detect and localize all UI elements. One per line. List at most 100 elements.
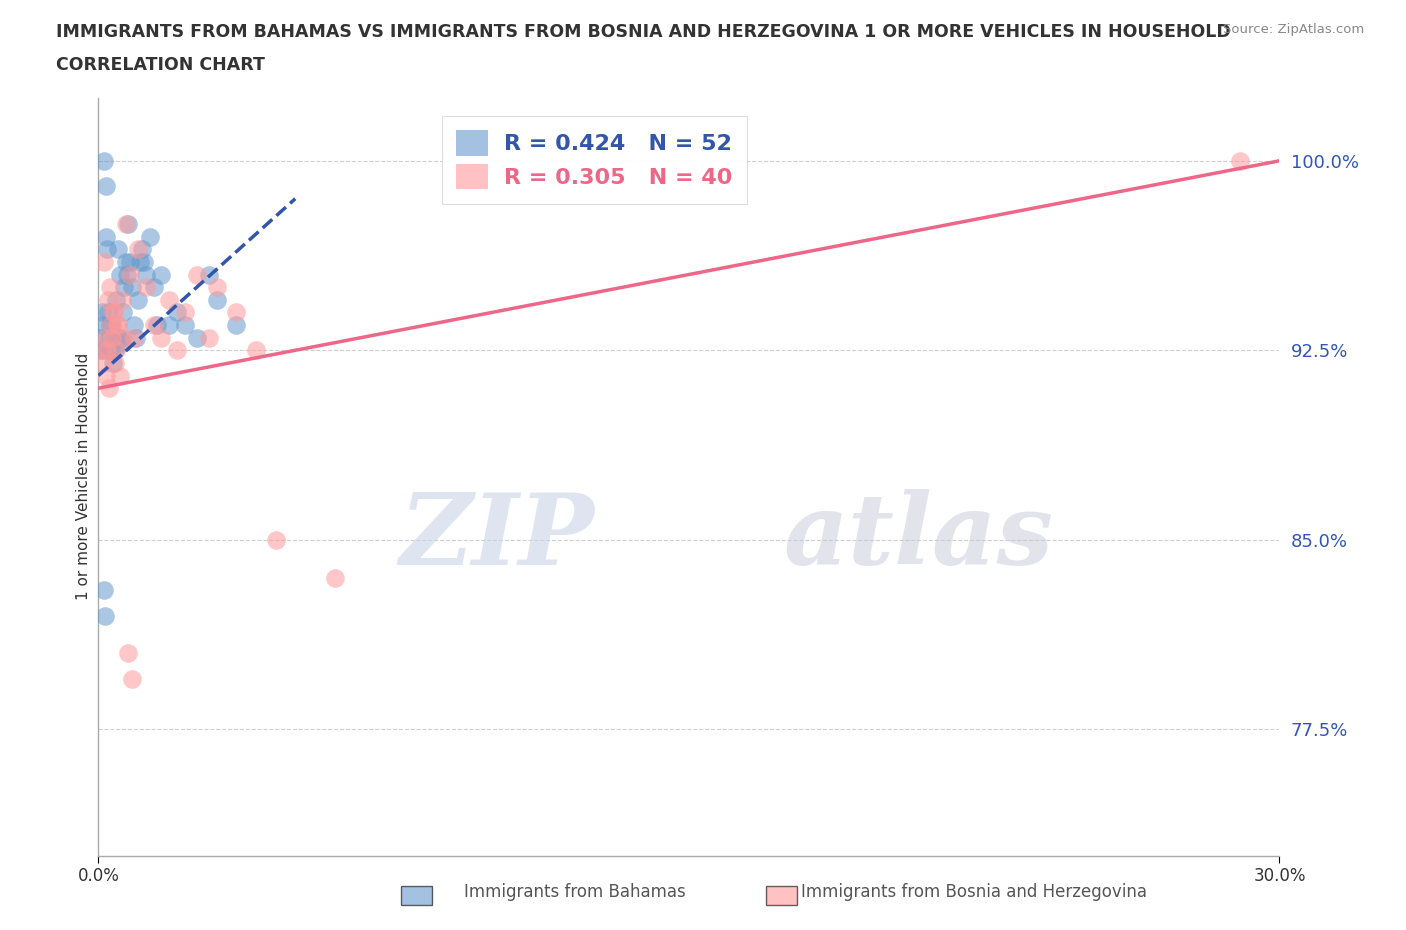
Point <box>96 229 118 244</box>
Point <box>150 330 173 345</box>
Point <box>94 368 117 383</box>
Point <box>89 330 111 345</box>
Point <box>110 330 132 345</box>
Point <box>225 317 247 332</box>
Point <box>98 280 121 295</box>
Point <box>1229 153 1251 168</box>
Point <box>90 317 112 332</box>
Text: CORRELATION CHART: CORRELATION CHART <box>56 56 266 73</box>
Point <box>138 229 160 244</box>
Point <box>98 317 121 332</box>
Point <box>128 255 150 270</box>
Point <box>101 330 124 345</box>
Point <box>121 280 143 295</box>
Point <box>93 153 115 168</box>
Point <box>186 267 208 282</box>
Point <box>97 292 120 307</box>
Point <box>103 355 125 370</box>
Point <box>323 570 346 585</box>
Point <box>108 368 131 383</box>
Point <box>100 343 122 358</box>
Point <box>157 292 180 307</box>
Point <box>112 280 135 295</box>
Point <box>174 317 197 332</box>
Point <box>111 305 134 320</box>
Point <box>91 343 114 358</box>
Point <box>96 242 118 257</box>
Point <box>103 305 125 320</box>
Point <box>104 343 127 358</box>
Point <box>166 305 188 320</box>
Point <box>103 330 125 345</box>
Point <box>146 317 169 332</box>
Point <box>197 330 219 345</box>
Point <box>108 267 131 282</box>
Point <box>127 292 149 307</box>
Point <box>111 292 134 307</box>
Point <box>94 179 117 193</box>
Point <box>115 267 138 282</box>
Point <box>97 305 120 320</box>
Point <box>150 267 173 282</box>
Point <box>125 330 148 345</box>
Point <box>117 217 139 232</box>
Point <box>135 280 157 295</box>
Point <box>117 646 139 661</box>
Point <box>122 317 145 332</box>
Point <box>225 305 247 320</box>
Point <box>91 355 114 370</box>
Point <box>93 583 115 598</box>
Point <box>135 267 157 282</box>
Point <box>197 267 219 282</box>
Point <box>105 330 128 345</box>
Point <box>98 343 121 358</box>
Text: Source: ZipAtlas.com: Source: ZipAtlas.com <box>1223 23 1364 36</box>
Point <box>142 317 165 332</box>
Point <box>157 317 180 332</box>
Point <box>205 292 228 307</box>
Point <box>91 343 114 358</box>
Point <box>205 280 228 295</box>
Point <box>115 217 138 232</box>
Point <box>127 242 149 257</box>
Point <box>107 317 129 332</box>
Point <box>104 355 127 370</box>
Point <box>94 608 117 623</box>
Point <box>112 330 135 345</box>
Point <box>132 255 155 270</box>
Point <box>105 292 128 307</box>
Point <box>91 305 114 320</box>
Text: Immigrants from Bahamas: Immigrants from Bahamas <box>464 884 686 901</box>
Point <box>105 343 128 358</box>
Point <box>101 317 124 332</box>
Point <box>96 343 118 358</box>
Point <box>100 317 122 332</box>
Point <box>93 255 115 270</box>
Point <box>98 380 121 395</box>
Text: IMMIGRANTS FROM BAHAMAS VS IMMIGRANTS FROM BOSNIA AND HERZEGOVINA 1 OR MORE VEHI: IMMIGRANTS FROM BAHAMAS VS IMMIGRANTS FR… <box>56 23 1232 41</box>
Text: ZIP: ZIP <box>399 489 595 586</box>
Point <box>103 305 125 320</box>
Point <box>245 343 267 358</box>
Point <box>115 255 138 270</box>
Point <box>105 317 128 332</box>
Point <box>174 305 197 320</box>
Point <box>107 242 129 257</box>
Point <box>131 242 153 257</box>
Point <box>142 280 165 295</box>
Text: atlas: atlas <box>783 489 1053 586</box>
Point <box>98 330 121 345</box>
Legend: R = 0.424   N = 52, R = 0.305   N = 40: R = 0.424 N = 52, R = 0.305 N = 40 <box>441 115 747 204</box>
Point <box>264 532 287 547</box>
Point <box>166 343 188 358</box>
Point <box>96 330 118 345</box>
Y-axis label: 1 or more Vehicles in Household: 1 or more Vehicles in Household <box>76 353 91 600</box>
Point <box>118 255 141 270</box>
Point <box>122 330 145 345</box>
Point <box>121 671 143 686</box>
Point <box>90 343 112 358</box>
Point <box>111 336 134 351</box>
Point <box>108 330 131 345</box>
Point <box>118 267 141 282</box>
Point <box>186 330 208 345</box>
